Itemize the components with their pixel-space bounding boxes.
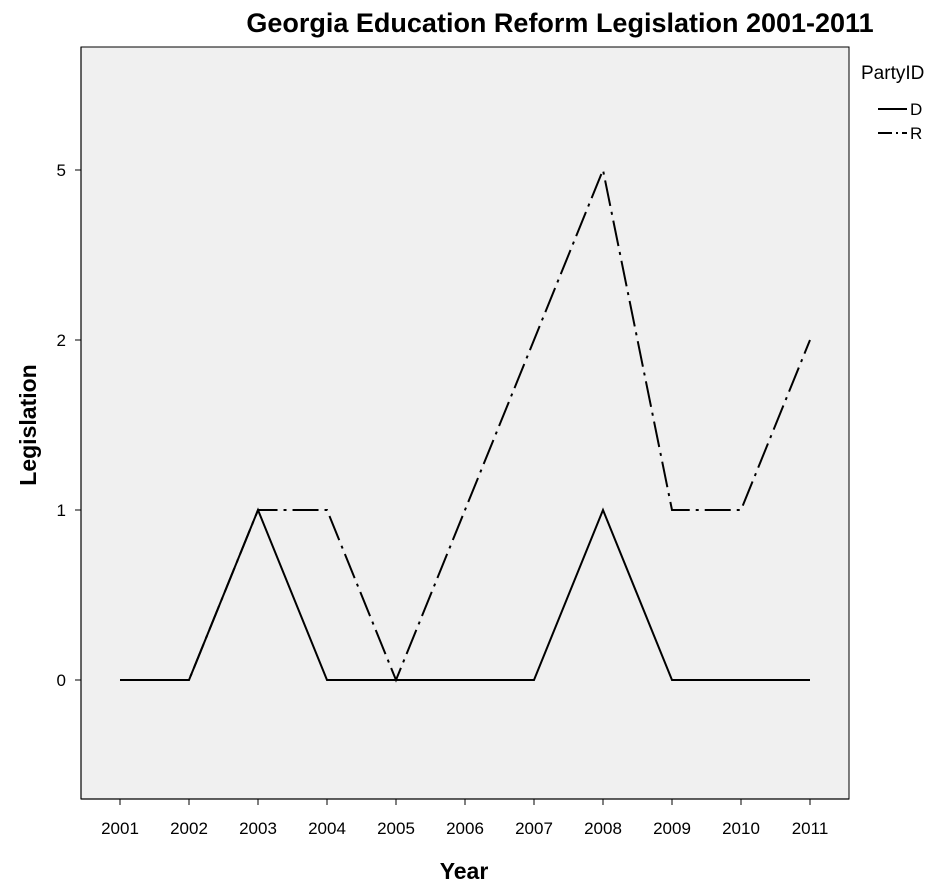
legend-label-r: R	[910, 124, 922, 143]
y-axis-ticks: 0 1 2 5	[57, 161, 81, 690]
x-tick-label: 2007	[515, 819, 553, 838]
legend: PartyID D R	[861, 63, 924, 143]
y-tick-label: 5	[57, 161, 66, 180]
legend-label-d: D	[910, 100, 922, 119]
x-tick-label: 2010	[722, 819, 760, 838]
plot-area	[80, 46, 850, 800]
x-tick-label: 2003	[239, 819, 277, 838]
x-tick-label: 2006	[446, 819, 484, 838]
x-tick-label: 2001	[101, 819, 139, 838]
series-layer	[120, 166, 811, 683]
chart-title: Georgia Education Reform Legislation 200…	[246, 8, 873, 38]
series-line-d	[120, 507, 810, 681]
x-axis-title: Year	[440, 858, 489, 884]
x-tick-label: 2002	[170, 819, 208, 838]
y-axis-title: Legislation	[15, 364, 41, 485]
x-axis-ticks: 2001 2002 2003 2004 2005 2006 2007 2008 2009 2010…	[101, 799, 828, 838]
x-tick-label: 2005	[377, 819, 415, 838]
x-tick-label: 2008	[584, 819, 622, 838]
y-tick-label: 0	[57, 671, 66, 690]
x-tick-label: 2004	[308, 819, 346, 838]
legend-title: PartyID	[861, 63, 924, 84]
series-line-r	[120, 166, 811, 683]
y-tick-label: 1	[57, 501, 66, 520]
y-tick-label: 2	[57, 331, 66, 350]
x-tick-label: 2009	[653, 819, 691, 838]
x-tick-label: 2011	[792, 819, 829, 838]
